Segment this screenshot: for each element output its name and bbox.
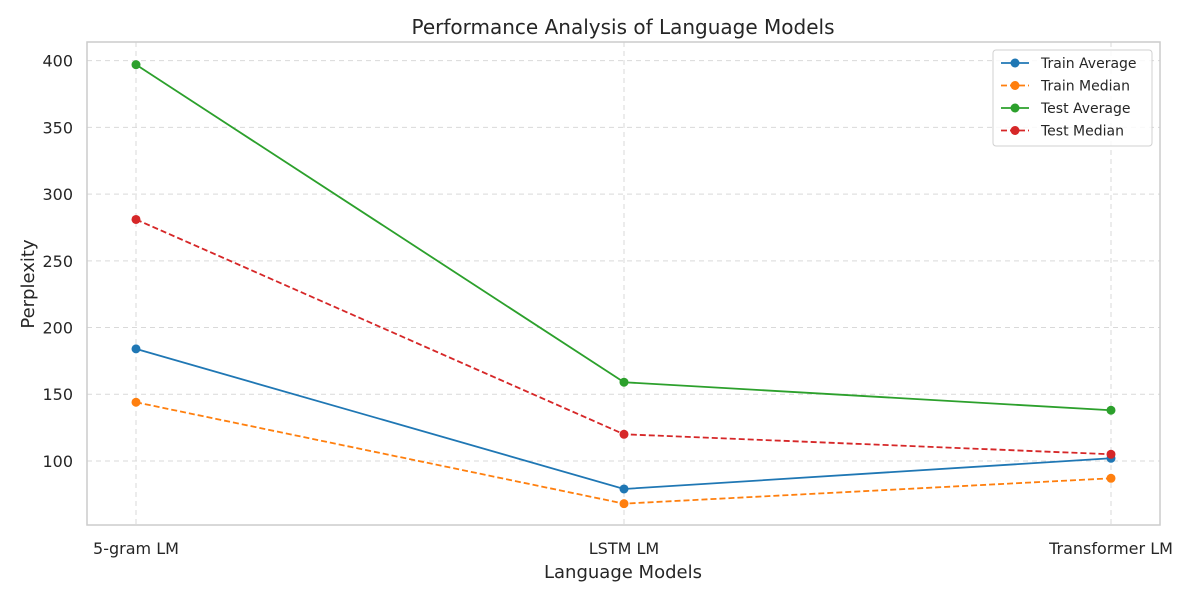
y-tick-label: 200 — [42, 319, 73, 338]
legend-marker — [1010, 58, 1020, 68]
x-tick-label: LSTM LM — [589, 539, 659, 558]
data-point — [1106, 449, 1116, 459]
legend-label: Train Average — [1040, 56, 1137, 72]
plot-frame — [86, 41, 1161, 526]
legend-label: Test Average — [1040, 101, 1131, 117]
legend-marker — [1010, 103, 1020, 113]
data-point — [131, 344, 141, 354]
y-tick-label: 400 — [42, 52, 73, 71]
y-axis-label: Perplexity — [18, 239, 39, 329]
data-point — [619, 484, 629, 494]
y-tick-label: 300 — [42, 185, 73, 204]
y-tick-label: 100 — [42, 452, 73, 471]
x-tick-label: Transformer LM — [1048, 539, 1173, 558]
data-point — [619, 499, 629, 509]
legend-label: Train Median — [1040, 79, 1130, 95]
legend-label: Test Median — [1040, 124, 1124, 140]
y-tick-label: 350 — [42, 118, 73, 137]
data-point — [131, 397, 141, 407]
x-axis-label: Language Models — [544, 562, 702, 583]
x-tick-label: 5-gram LM — [93, 539, 179, 558]
grid — [87, 42, 1160, 525]
legend-marker — [1010, 81, 1020, 90]
legend: Train Average Train Median Test Average Tes… — [992, 49, 1153, 147]
x-axis: 5-gram LM LSTM LM Transformer LM — [93, 539, 1173, 558]
data-point — [131, 214, 141, 224]
series-line — [135, 218, 1112, 456]
y-axis: 100 150 200 250 300 350 400 — [42, 52, 73, 471]
data-point — [131, 60, 141, 70]
chart-title: Performance Analysis of Language Models — [411, 15, 834, 39]
data-point — [1106, 405, 1116, 415]
legend-marker — [1010, 126, 1020, 135]
y-tick-label: 150 — [42, 385, 73, 404]
y-tick-label: 250 — [42, 252, 73, 271]
data-point — [619, 377, 629, 387]
legend-frame — [992, 49, 1153, 147]
data-point — [619, 429, 629, 439]
series-layer — [131, 60, 1116, 509]
data-point — [1106, 473, 1116, 483]
